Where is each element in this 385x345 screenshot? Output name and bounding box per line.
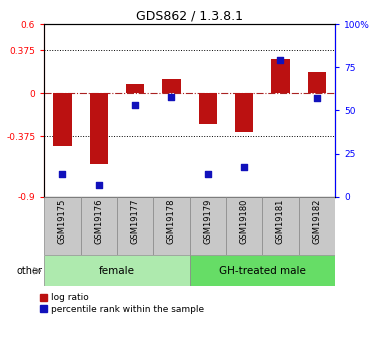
Text: GSM19182: GSM19182 [312, 198, 321, 244]
Point [96, 182, 102, 187]
Text: GSM19178: GSM19178 [167, 198, 176, 244]
Bar [271, 59, 290, 93]
Point [277, 58, 283, 63]
Text: GSM19175: GSM19175 [58, 198, 67, 244]
Legend: log ratio, percentile rank within the sample: log ratio, percentile rank within the sa… [37, 290, 208, 317]
Bar [262, 197, 299, 255]
Text: GSM19179: GSM19179 [203, 198, 212, 244]
Bar [162, 79, 181, 93]
Bar [299, 197, 335, 255]
Point [168, 94, 174, 99]
Text: other: other [17, 266, 42, 276]
Bar [190, 197, 226, 255]
Point [314, 96, 320, 101]
Point [59, 171, 65, 177]
Text: GSM19177: GSM19177 [131, 198, 140, 244]
Bar [80, 197, 117, 255]
Point [132, 102, 138, 108]
Text: GSM19181: GSM19181 [276, 198, 285, 244]
Text: GSM19176: GSM19176 [94, 198, 103, 244]
Title: GDS862 / 1.3.8.1: GDS862 / 1.3.8.1 [136, 10, 243, 23]
Bar [308, 72, 326, 93]
Text: female: female [99, 266, 135, 276]
Bar [235, 93, 253, 132]
Point [205, 171, 211, 177]
Bar [226, 197, 262, 255]
Bar [190, 255, 335, 286]
Point [241, 165, 247, 170]
Text: GSM19180: GSM19180 [239, 198, 249, 244]
Bar [199, 93, 217, 124]
Text: GH-treated male: GH-treated male [219, 266, 306, 276]
Bar [117, 197, 153, 255]
Bar [44, 197, 80, 255]
Bar [90, 93, 108, 165]
Bar [153, 197, 189, 255]
Bar [44, 255, 190, 286]
Bar [126, 84, 144, 93]
Bar [54, 93, 72, 146]
